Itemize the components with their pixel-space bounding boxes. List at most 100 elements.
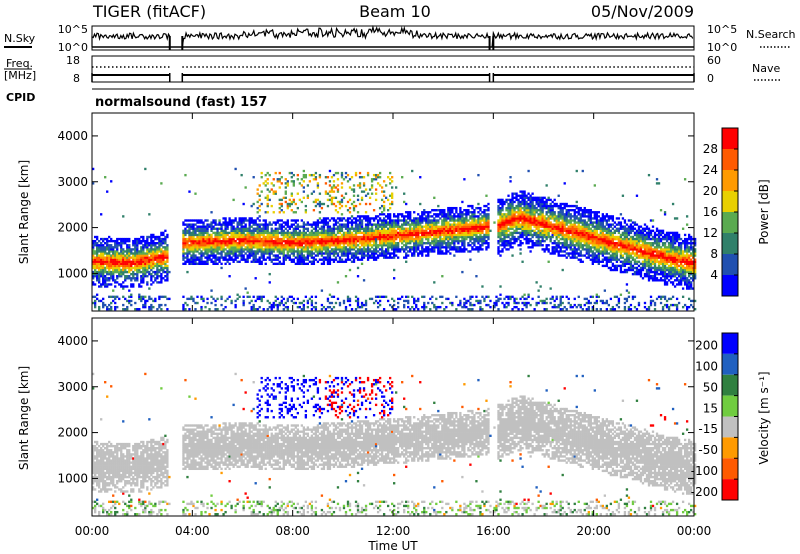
power-cell — [140, 299, 143, 303]
power-cell — [525, 225, 528, 228]
power-cell — [364, 188, 368, 191]
power-cell — [493, 221, 496, 224]
power-cell — [302, 239, 306, 243]
power-cell — [328, 305, 332, 309]
power-cell — [401, 225, 404, 228]
power-cell — [96, 252, 99, 255]
power-cell — [190, 225, 193, 228]
power-cell — [164, 275, 167, 278]
power-cell — [447, 211, 450, 214]
power-cell — [220, 225, 223, 228]
power-cell — [529, 223, 532, 226]
power-cell — [314, 239, 318, 243]
power-cell — [539, 221, 542, 224]
power-cell — [166, 250, 169, 253]
power-cell — [246, 260, 249, 263]
power-cell — [148, 213, 151, 216]
power-cell — [222, 233, 225, 237]
power-cell — [206, 297, 209, 301]
power-cell — [202, 254, 205, 257]
power-cell — [138, 297, 141, 301]
power-cell — [156, 252, 159, 255]
power-cell — [501, 301, 504, 305]
power-cell — [356, 211, 360, 214]
power-cell — [236, 297, 239, 301]
power-cell — [152, 242, 155, 245]
power-cell — [545, 213, 548, 216]
power-cell — [110, 275, 113, 278]
power-cell — [264, 219, 267, 222]
power-cell — [519, 248, 522, 251]
power-cell — [322, 305, 326, 309]
power-cell — [112, 264, 115, 268]
power-cell — [226, 242, 229, 245]
power-cell — [300, 184, 303, 187]
power-cell — [214, 237, 217, 241]
power-cell — [360, 252, 364, 255]
power-cell — [368, 244, 372, 247]
power-cell — [298, 235, 301, 239]
power-cell — [190, 260, 193, 263]
power-cell — [266, 250, 269, 253]
power-cell — [314, 246, 318, 249]
power-cell — [511, 200, 514, 204]
power-cell — [216, 235, 219, 239]
power-cell — [433, 217, 436, 220]
power-cell — [413, 254, 416, 257]
power-cell — [192, 254, 195, 257]
power-cell — [330, 235, 334, 239]
power-cell — [529, 202, 532, 206]
power-cell — [198, 252, 201, 255]
power-cell — [453, 227, 456, 230]
power-cell — [296, 239, 299, 243]
power-cell — [455, 215, 458, 218]
power-cell — [208, 254, 211, 257]
power-cell — [477, 215, 480, 218]
power-cell — [302, 299, 306, 303]
power-cell — [274, 244, 277, 247]
power-cell — [549, 229, 552, 233]
power-cell — [284, 235, 287, 239]
power-cell — [407, 235, 410, 239]
power-cell — [539, 285, 542, 288]
power-cell — [475, 246, 478, 249]
power-cell — [284, 242, 287, 245]
power-cell — [557, 254, 560, 257]
power-cell — [463, 244, 466, 247]
power-cell — [338, 202, 342, 206]
power-cell — [228, 217, 231, 220]
power-cell — [286, 184, 289, 187]
power-cell — [397, 223, 400, 226]
power-cell — [541, 301, 544, 305]
power-cell — [354, 217, 358, 220]
power-cell — [405, 211, 408, 214]
power-cell — [529, 231, 532, 235]
power-cell — [228, 223, 231, 226]
power-cell — [348, 250, 352, 253]
power-cell — [286, 229, 289, 233]
power-cell — [276, 258, 279, 261]
power-cell — [376, 231, 380, 235]
power-cell — [202, 221, 205, 224]
power-cell — [330, 217, 334, 220]
power-cell — [330, 188, 334, 191]
power-cell — [314, 250, 318, 253]
power-cell — [182, 229, 185, 233]
power-cell — [541, 244, 544, 247]
power-cell — [108, 279, 111, 282]
power-cell — [266, 211, 269, 214]
power-cell — [559, 299, 562, 303]
power-cell — [455, 246, 458, 249]
power-cell — [156, 275, 159, 278]
power-cell — [511, 225, 514, 228]
power-cell — [220, 252, 223, 255]
power-cell — [557, 235, 560, 239]
power-cell — [258, 204, 261, 208]
power-cell — [535, 244, 538, 247]
power-cell — [194, 192, 197, 195]
power-cell — [306, 301, 310, 305]
power-cell — [160, 252, 163, 255]
power-cell — [380, 213, 384, 216]
power-cell — [314, 171, 318, 175]
power-cell — [316, 231, 320, 235]
